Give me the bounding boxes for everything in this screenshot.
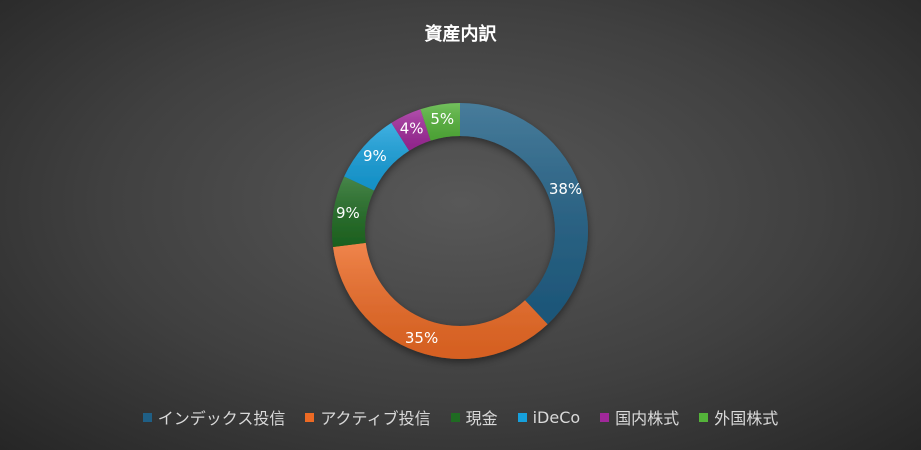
legend-swatch-3 [517,412,527,422]
legend: インデックス投信 アクティブ投信 現金 iDeCo 国内株式 外国株式 [0,405,921,429]
legend-swatch-1 [305,412,315,422]
legend-item-5: 外国株式 [699,405,778,429]
slice-sheen-4 [391,109,431,151]
legend-label-1: アクティブ投信 [320,409,431,428]
legend-swatch-4 [600,412,610,422]
legend-label-0: インデックス投信 [157,409,286,428]
slice-sheen-2 [332,176,375,248]
legend-label-4: 国内株式 [615,409,680,428]
legend-item-0: インデックス投信 [142,405,286,429]
legend-item-3: iDeCo [517,407,581,427]
slice-sheen-3 [344,122,410,191]
slice-label-3: 9% [363,147,387,165]
slice-label-1: 35% [405,329,438,347]
slice-sheen-0 [460,103,589,325]
legend-label-5: 外国株式 [714,409,779,428]
legend-item-4: 国内株式 [600,405,679,429]
legend-label-2: 現金 [465,409,498,428]
legend-swatch-5 [699,412,709,422]
slice-label-0: 38% [549,180,582,198]
slice-sheen-1 [333,242,548,359]
legend-swatch-0 [142,412,152,422]
legend-label-3: iDeCo [532,407,581,427]
legend-item-1: アクティブ投信 [305,405,431,429]
slice-sheen-5 [420,103,460,141]
legend-swatch-2 [450,412,460,422]
chart-title: 資産内訳 [424,24,497,45]
legend-item-2: 現金 [450,405,498,429]
slice-label-5: 5% [430,110,454,128]
slice-label-4: 4% [400,119,424,137]
slice-label-2: 9% [336,204,360,222]
